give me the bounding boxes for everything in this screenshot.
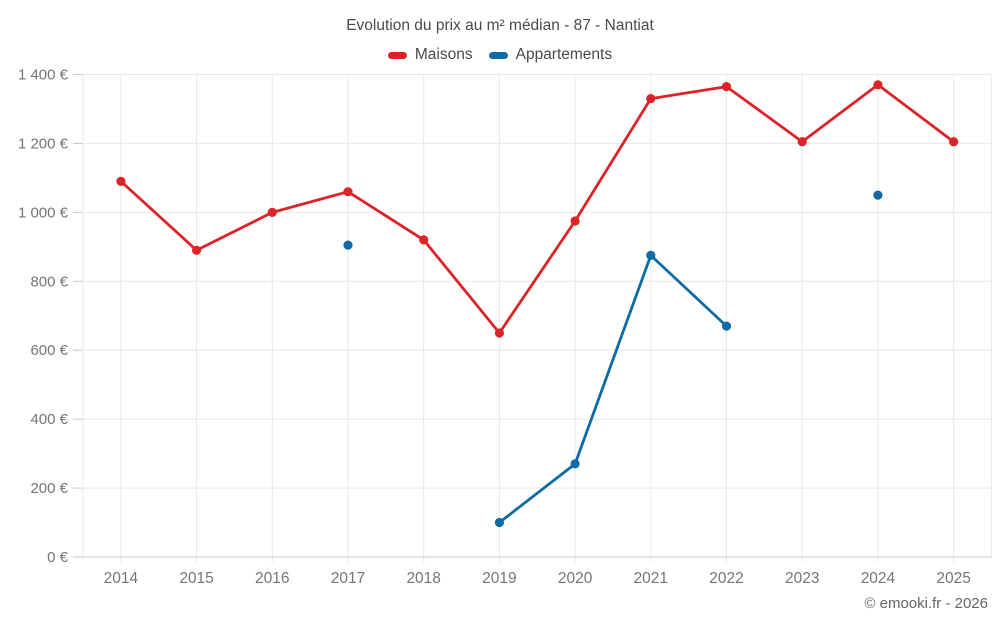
- y-tick-label: 1 400 €: [18, 67, 69, 84]
- chart-title: Evolution du prix au m² médian - 87 - Na…: [346, 17, 654, 34]
- legend-label-appartements: Appartements: [515, 46, 613, 63]
- x-tick-label: 2023: [785, 570, 819, 587]
- data-point-appartements-2024[interactable]: [873, 190, 883, 200]
- x-tick-label: 2024: [861, 570, 896, 587]
- legend-swatch-appartements: [488, 51, 508, 59]
- data-point-appartements-2022[interactable]: [721, 321, 732, 331]
- chart-legend: Maisons Appartements: [0, 46, 1000, 64]
- data-point-maisons-2018[interactable]: [419, 235, 429, 245]
- y-tick-label: 1 200 €: [18, 135, 69, 152]
- x-tick-label: 2021: [634, 570, 668, 587]
- data-point-maisons-2015[interactable]: [192, 245, 202, 255]
- x-tick-label: 2014: [104, 570, 139, 587]
- y-tick-label: 0 €: [47, 549, 69, 566]
- legend-swatch-maisons: [387, 51, 407, 59]
- data-point-appartements-2020[interactable]: [570, 459, 580, 469]
- legend-item-appartements[interactable]: Appartements: [488, 46, 613, 64]
- x-tick-label: 2016: [255, 570, 289, 587]
- data-point-maisons-2025[interactable]: [949, 137, 959, 147]
- y-tick-label: 400 €: [30, 411, 68, 428]
- data-point-maisons-2024[interactable]: [873, 80, 883, 90]
- x-tick-label: 2025: [936, 570, 970, 587]
- data-point-maisons-2014[interactable]: [116, 176, 126, 186]
- legend-label-maisons: Maisons: [414, 46, 473, 63]
- y-tick-label: 1 000 €: [18, 204, 69, 221]
- y-tick-label: 600 €: [30, 342, 68, 359]
- x-tick-label: 2017: [331, 570, 365, 587]
- x-tick-label: 2022: [709, 570, 743, 587]
- data-point-maisons-2017[interactable]: [343, 187, 353, 197]
- y-tick-label: 200 €: [30, 480, 68, 497]
- x-tick-label: 2020: [558, 570, 593, 587]
- data-point-maisons-2020[interactable]: [570, 216, 580, 226]
- data-point-maisons-2016[interactable]: [267, 207, 277, 217]
- series-line-appartements: [499, 195, 878, 522]
- data-point-maisons-2023[interactable]: [797, 137, 807, 147]
- data-point-appartements-2019[interactable]: [494, 517, 504, 528]
- data-point-maisons-2021[interactable]: [646, 94, 656, 104]
- data-point-appartements-2017[interactable]: [343, 240, 353, 250]
- legend-item-maisons[interactable]: Maisons: [387, 46, 473, 64]
- attribution-text: © emooki.fr - 2026: [864, 595, 988, 612]
- x-tick-label: 2019: [482, 570, 516, 587]
- series-line-maisons: [119, 83, 955, 335]
- y-tick-label: 800 €: [30, 273, 68, 290]
- x-tick-label: 2018: [406, 570, 440, 587]
- x-tick-label: 2015: [179, 570, 213, 587]
- data-point-maisons-2019[interactable]: [494, 328, 504, 338]
- data-point-appartements-2021[interactable]: [646, 250, 656, 260]
- data-point-maisons-2022[interactable]: [721, 82, 732, 92]
